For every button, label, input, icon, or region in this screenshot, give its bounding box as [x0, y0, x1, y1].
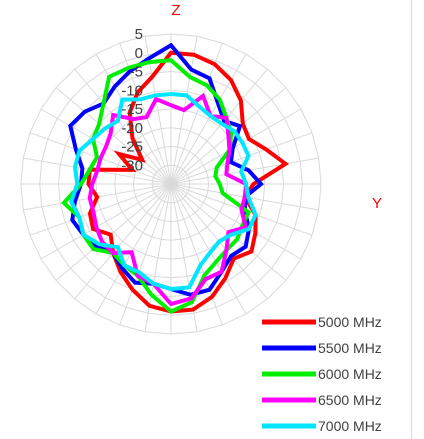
- grid-spoke: [74, 68, 172, 185]
- series-line-7000-mhz: [69, 91, 258, 292]
- grid-spoke: [170, 157, 319, 185]
- grid-spoke: [170, 108, 302, 185]
- series-layer: [61, 42, 290, 314]
- radial-tick-label: -10: [121, 82, 143, 99]
- legend: 5000 MHz 5500 MHz 6000 MHz 6500 MHz 7000 MHz: [262, 314, 382, 434]
- grid-spoke: [29, 183, 172, 236]
- grid-spoke: [40, 183, 172, 260]
- radial-tick-label: -20: [121, 120, 143, 137]
- grid-spoke: [170, 132, 313, 185]
- radial-tick-label: -5: [130, 64, 143, 81]
- legend-label: 6500 MHz: [318, 392, 382, 408]
- radial-tick-label: 5: [135, 26, 143, 43]
- right-divider-line: [411, 0, 412, 439]
- grid-spoke: [170, 68, 268, 185]
- side-axis-label: Y: [372, 195, 382, 212]
- legend-label: 6000 MHz: [318, 366, 382, 382]
- grid-spoke: [74, 183, 172, 300]
- grid-spoke: [55, 87, 172, 185]
- grid-spoke: [170, 183, 198, 332]
- radial-tick-label: 0: [135, 45, 143, 62]
- grid-spoke: [170, 42, 223, 185]
- legend-label: 5500 MHz: [318, 340, 382, 356]
- series-line-6500-mhz: [87, 92, 249, 307]
- legend-label: 7000 MHz: [318, 418, 382, 434]
- grid-spoke: [170, 53, 247, 185]
- radial-tick-label: -30: [121, 157, 143, 174]
- grid-spoke: [170, 183, 247, 315]
- radial-tick-labels: 5 0 -5-10 -15 -20 -25-30: [121, 26, 143, 174]
- radial-tick-label: -25: [121, 139, 143, 156]
- top-axis-label: Z: [171, 2, 180, 19]
- grid-spoke: [170, 183, 302, 260]
- grid-spoke: [55, 183, 172, 281]
- grid-spoke: [119, 183, 172, 326]
- radial-tick-label: -15: [121, 101, 143, 118]
- legend-label: 5000 MHz: [318, 314, 382, 330]
- grid-spoke: [95, 183, 172, 315]
- grid-spoke: [170, 183, 223, 326]
